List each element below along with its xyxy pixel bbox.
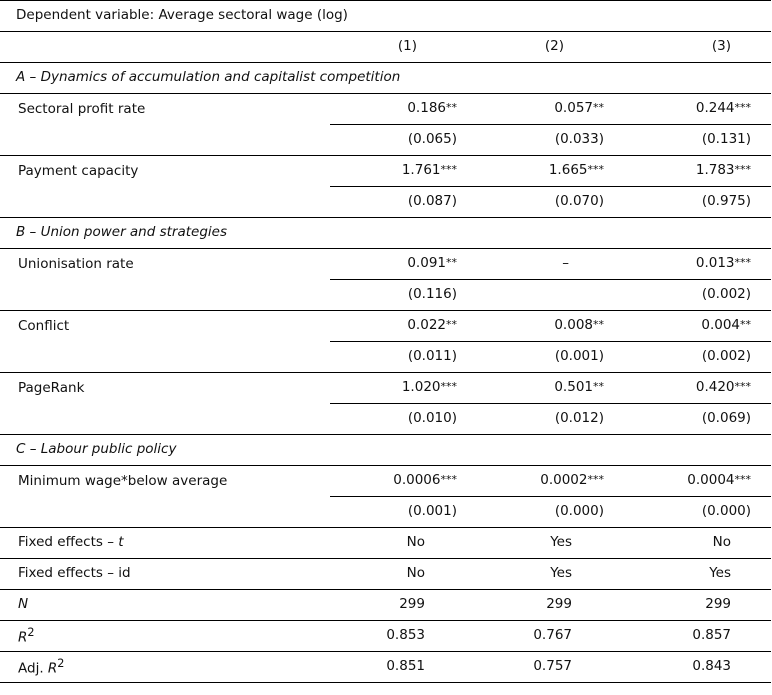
section-heading: C – Labour public policy	[0, 434, 772, 466]
coefficient: 1.783***	[695, 162, 752, 179]
section-heading: A – Dynamics of accumulation and capital…	[0, 62, 772, 94]
footer-value: 299	[624, 589, 772, 621]
coefficient: 0.004**	[701, 317, 752, 334]
standard-error: (0.065)	[330, 124, 477, 156]
footer-value: 0.851	[330, 651, 477, 683]
footer-value: 0.857	[624, 620, 772, 652]
variable-name: PageRank	[18, 379, 85, 396]
standard-error: (0.070)	[477, 186, 624, 218]
coefficient: 0.057**	[554, 100, 604, 117]
coefficient: 1.665***	[548, 162, 604, 179]
table-row: Payment capacity 1.761*** 1.665*** 1.783…	[0, 156, 771, 187]
table-row: Adj. R2 0.851 0.757 0.843	[0, 651, 772, 683]
standard-error: (0.000)	[624, 496, 772, 528]
table-row: Conflict 0.022** 0.008** 0.004**	[0, 311, 771, 342]
coefficient: 0.186**	[407, 100, 457, 117]
footer-value: No	[330, 527, 477, 559]
coefficient: 0.0006***	[393, 472, 457, 489]
section-heading-row: A – Dynamics of accumulation and capital…	[0, 62, 772, 94]
table-title: Dependent variable: Average sectoral wag…	[0, 0, 772, 32]
footer-value: No	[624, 527, 772, 559]
standard-error: (0.000)	[477, 496, 624, 528]
table-row: Fixed effects – id No Yes Yes	[0, 558, 772, 590]
footer-value: 0.853	[330, 620, 477, 652]
footer-label: Fixed effects – id	[0, 558, 330, 590]
standard-error: (0.131)	[624, 124, 772, 156]
standard-error	[477, 279, 624, 311]
coefficient: 0.244***	[695, 100, 752, 117]
section-heading: B – Union power and strategies	[0, 217, 772, 249]
standard-error: (0.975)	[624, 186, 772, 218]
coefficient: 0.0002***	[540, 472, 604, 489]
column-header-1: (1)	[330, 31, 477, 63]
standard-error: (0.002)	[624, 279, 772, 311]
coefficient: 1.020***	[401, 379, 457, 396]
table-row: (0.001) (0.000) (0.000)	[0, 496, 772, 528]
standard-error: (0.116)	[330, 279, 477, 311]
variable-name: Payment capacity	[18, 162, 139, 179]
coefficient: 0.0004***	[687, 472, 752, 489]
standard-error: (0.012)	[477, 403, 624, 435]
standard-error: (0.033)	[477, 124, 624, 156]
coefficient: 0.420***	[695, 379, 752, 396]
table-title-row: Dependent variable: Average sectoral wag…	[0, 0, 772, 32]
table-row: R2 0.853 0.767 0.857	[0, 620, 772, 652]
table-row: Fixed effects – t No Yes No	[0, 527, 772, 559]
section-heading-row: C – Labour public policy	[0, 434, 772, 466]
coefficient: 0.091**	[407, 255, 457, 272]
coefficient: 0.022**	[407, 317, 457, 334]
variable-name: Conflict	[18, 317, 70, 334]
footer-value: 299	[477, 589, 624, 621]
coefficient: –	[562, 255, 569, 272]
standard-error: (0.069)	[624, 403, 772, 435]
footer-label: Adj. R2	[0, 651, 330, 683]
column-header-3: (3)	[624, 31, 772, 63]
column-header-2: (2)	[477, 31, 624, 63]
footer-value: 0.843	[624, 651, 772, 683]
footer-value: Yes	[624, 558, 772, 590]
standard-error: (0.087)	[330, 186, 477, 218]
variable-name: Sectoral profit rate	[18, 100, 146, 117]
coefficient: 0.013***	[695, 255, 752, 272]
table-row: N 299 299 299	[0, 589, 772, 621]
variable-name: Minimum wage*below average	[18, 472, 228, 489]
footer-label: Fixed effects – t	[0, 527, 330, 559]
table-row: (0.087) (0.070) (0.975)	[0, 186, 772, 218]
footer-value: 0.757	[477, 651, 624, 683]
table-row: Minimum wage*below average 0.0006*** 0.0…	[0, 466, 771, 497]
standard-error: (0.001)	[477, 341, 624, 373]
standard-error: (0.002)	[624, 341, 772, 373]
standard-error: (0.010)	[330, 403, 477, 435]
footer-value: Yes	[477, 527, 624, 559]
table-row: (0.065) (0.033) (0.131)	[0, 124, 772, 156]
coefficient: 0.008**	[554, 317, 604, 334]
coefficient: 1.761***	[401, 162, 457, 179]
table-row: (0.011) (0.001) (0.002)	[0, 341, 772, 373]
variable-name: Unionisation rate	[18, 255, 134, 272]
standard-error: (0.001)	[330, 496, 477, 528]
column-header-row: (1) (2) (3)	[0, 31, 772, 63]
table-row: Unionisation rate 0.091** – 0.013***	[0, 249, 771, 280]
table-row: Sectoral profit rate 0.186** 0.057** 0.2…	[0, 94, 771, 125]
footer-value: Yes	[477, 558, 624, 590]
footer-value: 299	[330, 589, 477, 621]
table-row: (0.116) (0.002)	[0, 279, 772, 311]
footer-value: No	[330, 558, 477, 590]
footer-label: N	[0, 589, 330, 621]
coefficient: 0.501**	[554, 379, 604, 396]
table-row: PageRank 1.020*** 0.501** 0.420***	[0, 373, 771, 404]
footer-value: 0.767	[477, 620, 624, 652]
section-heading-row: B – Union power and strategies	[0, 217, 772, 249]
standard-error: (0.011)	[330, 341, 477, 373]
footer-label: R2	[0, 620, 330, 652]
table-row: (0.010) (0.012) (0.069)	[0, 403, 772, 435]
